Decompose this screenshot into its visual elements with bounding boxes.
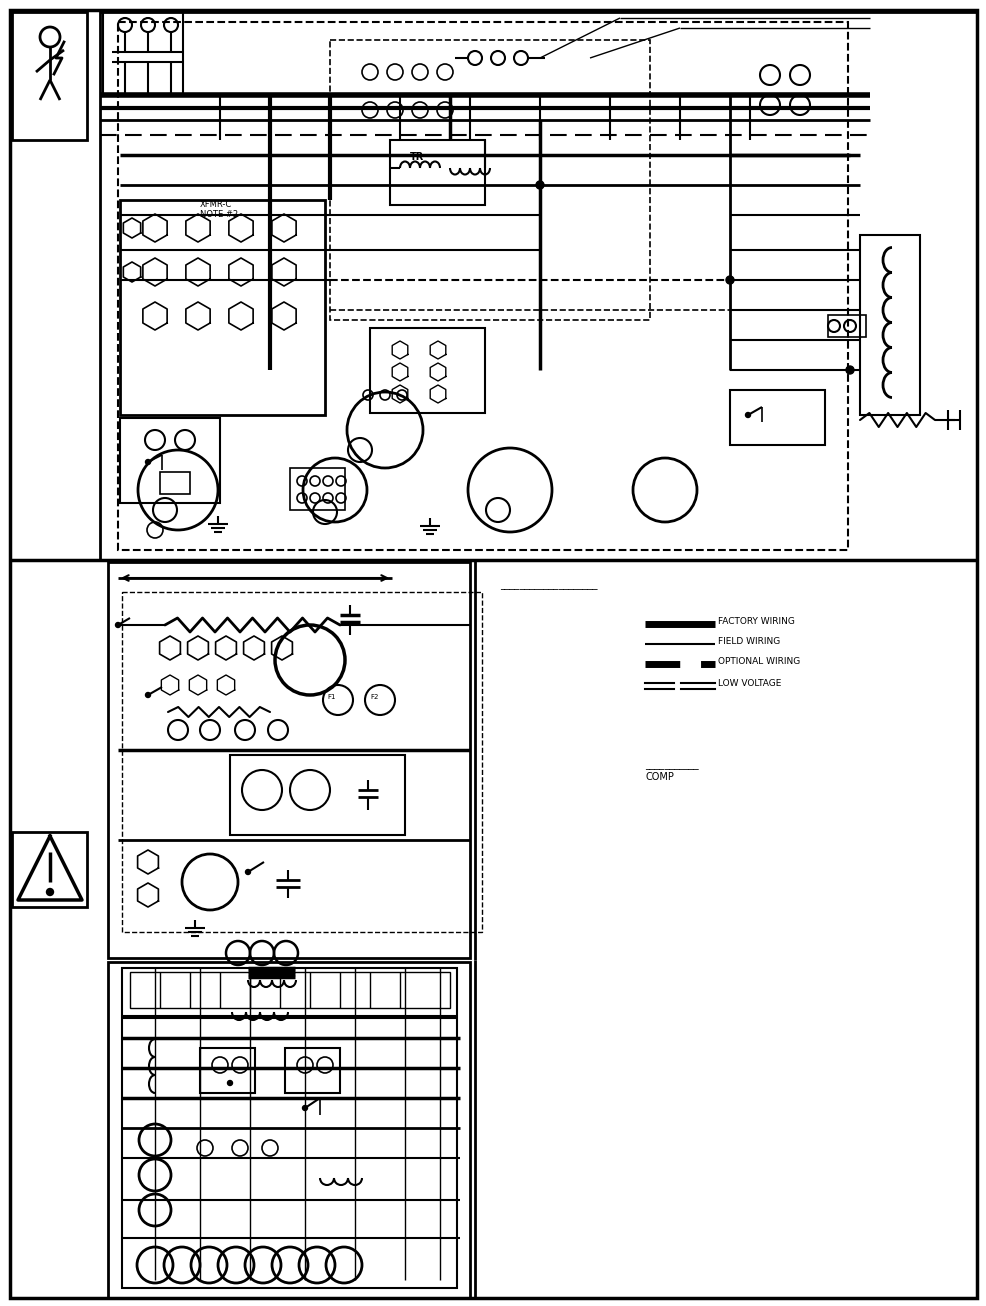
Bar [230, 755, 404, 835]
Text: XFMR-C: XFMR-C [200, 200, 232, 209]
Text: FACTORY WIRING: FACTORY WIRING [717, 616, 794, 626]
Bar [12, 12, 87, 140]
Bar [389, 140, 484, 205]
Circle shape [145, 692, 150, 697]
Circle shape [302, 1105, 308, 1110]
Bar [100, 12, 976, 560]
Text: F2: F2 [371, 693, 379, 700]
Bar [290, 468, 345, 511]
Bar [370, 328, 484, 413]
Bar [827, 315, 865, 337]
Text: COMP: COMP [644, 772, 673, 782]
Bar [120, 418, 220, 503]
Text: F1: F1 [327, 693, 336, 700]
Bar [730, 390, 824, 445]
Circle shape [845, 366, 853, 374]
Bar [120, 200, 324, 415]
Circle shape [726, 276, 734, 283]
Text: LOW VOLTAGE: LOW VOLTAGE [717, 679, 781, 687]
Circle shape [227, 1080, 233, 1085]
Bar [122, 968, 457, 1016]
Text: FIELD WIRING: FIELD WIRING [717, 636, 780, 645]
Bar [107, 562, 469, 959]
Bar [118, 22, 847, 550]
Bar [122, 1017, 457, 1288]
Bar [329, 40, 650, 320]
Bar [122, 592, 481, 932]
Bar [130, 972, 450, 1008]
Bar [859, 235, 919, 415]
Circle shape [744, 413, 749, 418]
Circle shape [535, 182, 543, 189]
Text: OPTIONAL WIRING: OPTIONAL WIRING [717, 657, 800, 666]
Bar [103, 12, 182, 94]
Bar [160, 471, 190, 494]
Bar [200, 1047, 254, 1093]
Circle shape [46, 888, 53, 896]
Bar [107, 963, 469, 1298]
Bar [285, 1047, 339, 1093]
Text: TR: TR [409, 151, 424, 162]
Text: ____________________: ____________________ [500, 580, 597, 590]
Bar [12, 832, 87, 906]
Text: NOTE #2: NOTE #2 [200, 210, 238, 219]
Circle shape [145, 460, 150, 465]
Circle shape [246, 870, 250, 875]
Circle shape [115, 623, 120, 627]
Text: ___________: ___________ [644, 760, 698, 771]
